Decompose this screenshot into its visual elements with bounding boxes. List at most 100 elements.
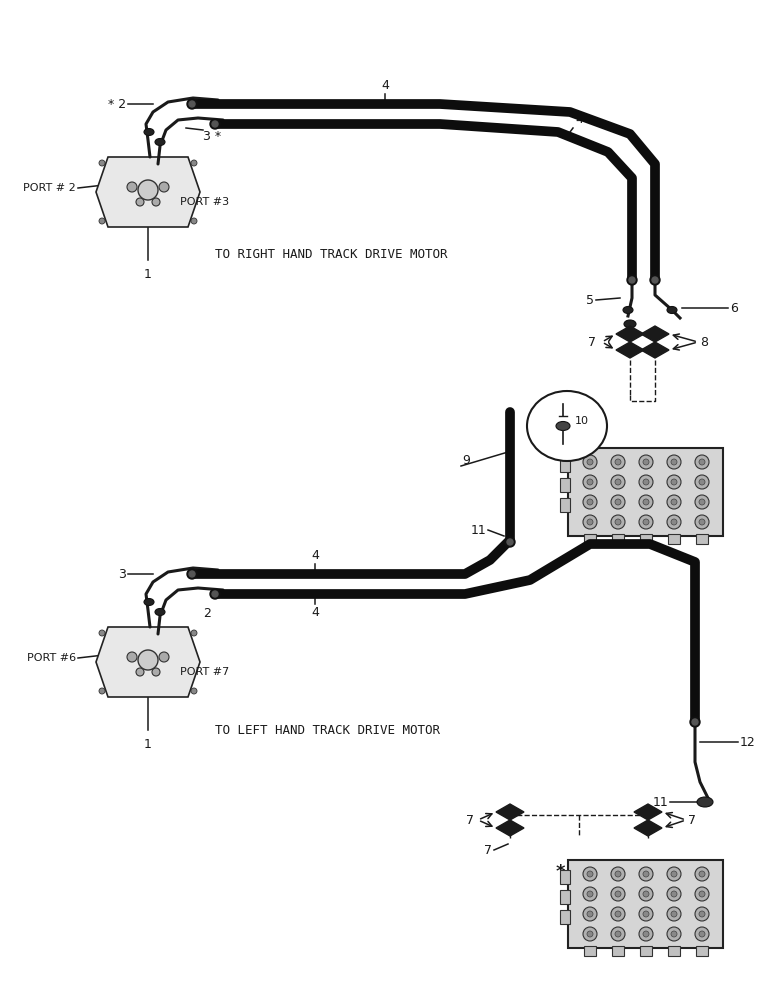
Polygon shape — [616, 326, 644, 342]
Bar — [567, 860, 723, 948]
Text: 7: 7 — [484, 844, 492, 856]
Bar — [560, 458, 570, 472]
Circle shape — [627, 275, 637, 285]
Circle shape — [695, 927, 709, 941]
Circle shape — [639, 495, 653, 509]
Circle shape — [695, 907, 709, 921]
Polygon shape — [496, 820, 524, 836]
Circle shape — [695, 475, 709, 489]
Circle shape — [587, 871, 593, 877]
Circle shape — [690, 717, 700, 727]
Text: 11: 11 — [470, 524, 486, 536]
Circle shape — [699, 911, 705, 917]
Circle shape — [138, 180, 158, 200]
Text: 5: 5 — [586, 294, 594, 306]
Circle shape — [650, 275, 660, 285]
Text: 11: 11 — [652, 796, 668, 808]
Circle shape — [629, 277, 635, 283]
Bar — [696, 534, 708, 544]
Circle shape — [583, 907, 597, 921]
Circle shape — [667, 907, 681, 921]
Circle shape — [159, 182, 169, 192]
Ellipse shape — [155, 138, 165, 145]
Circle shape — [152, 198, 160, 206]
Bar — [567, 448, 723, 536]
Circle shape — [587, 459, 593, 465]
Text: *: * — [555, 451, 565, 469]
Circle shape — [643, 479, 649, 485]
Circle shape — [587, 931, 593, 937]
Circle shape — [699, 479, 705, 485]
Polygon shape — [96, 157, 200, 227]
Bar — [696, 946, 708, 956]
Circle shape — [583, 495, 597, 509]
Circle shape — [639, 475, 653, 489]
Circle shape — [611, 887, 625, 901]
Bar — [640, 946, 652, 956]
Circle shape — [643, 871, 649, 877]
Circle shape — [189, 101, 195, 107]
Circle shape — [643, 499, 649, 505]
Text: PORT #3: PORT #3 — [180, 197, 229, 207]
Circle shape — [583, 927, 597, 941]
Text: 4: 4 — [311, 606, 319, 619]
Circle shape — [671, 931, 677, 937]
Circle shape — [191, 218, 197, 224]
Circle shape — [695, 867, 709, 881]
Circle shape — [667, 515, 681, 529]
Bar — [612, 946, 624, 956]
Polygon shape — [496, 804, 524, 820]
Circle shape — [587, 499, 593, 505]
Circle shape — [136, 668, 144, 676]
Circle shape — [159, 652, 169, 662]
Circle shape — [189, 571, 195, 577]
Circle shape — [127, 652, 137, 662]
Circle shape — [699, 871, 705, 877]
Text: TO RIGHT HAND TRACK DRIVE MOTOR: TO RIGHT HAND TRACK DRIVE MOTOR — [215, 248, 448, 261]
Circle shape — [611, 475, 625, 489]
Bar — [584, 534, 596, 544]
Text: 7: 7 — [466, 814, 474, 826]
Bar — [560, 870, 570, 884]
Polygon shape — [641, 326, 669, 342]
Circle shape — [611, 907, 625, 921]
Circle shape — [187, 569, 197, 579]
Circle shape — [699, 519, 705, 525]
Circle shape — [699, 499, 705, 505]
Text: 1: 1 — [144, 738, 152, 751]
Circle shape — [212, 121, 218, 127]
Text: 4: 4 — [381, 79, 389, 92]
Polygon shape — [96, 627, 200, 697]
Circle shape — [615, 891, 621, 897]
Circle shape — [643, 891, 649, 897]
Text: TO LEFT HAND TRACK DRIVE MOTOR: TO LEFT HAND TRACK DRIVE MOTOR — [215, 724, 440, 736]
Text: 4: 4 — [575, 113, 583, 126]
Circle shape — [695, 887, 709, 901]
Circle shape — [695, 455, 709, 469]
Circle shape — [210, 119, 220, 129]
Text: 7: 7 — [588, 336, 596, 349]
Text: 3 *: 3 * — [203, 130, 221, 143]
Circle shape — [99, 630, 105, 636]
Circle shape — [611, 867, 625, 881]
Bar — [560, 478, 570, 492]
Circle shape — [212, 591, 218, 597]
Circle shape — [191, 630, 197, 636]
Circle shape — [639, 907, 653, 921]
Circle shape — [210, 589, 220, 599]
Circle shape — [99, 160, 105, 166]
Text: PORT #7: PORT #7 — [180, 667, 229, 677]
Circle shape — [667, 495, 681, 509]
Bar — [640, 534, 652, 544]
Bar — [560, 498, 570, 512]
Circle shape — [671, 519, 677, 525]
Text: 4: 4 — [311, 549, 319, 562]
Circle shape — [671, 499, 677, 505]
Circle shape — [615, 931, 621, 937]
Circle shape — [152, 668, 160, 676]
Ellipse shape — [697, 797, 713, 807]
Circle shape — [615, 911, 621, 917]
Text: 10: 10 — [575, 416, 589, 426]
Circle shape — [695, 515, 709, 529]
Circle shape — [639, 927, 653, 941]
